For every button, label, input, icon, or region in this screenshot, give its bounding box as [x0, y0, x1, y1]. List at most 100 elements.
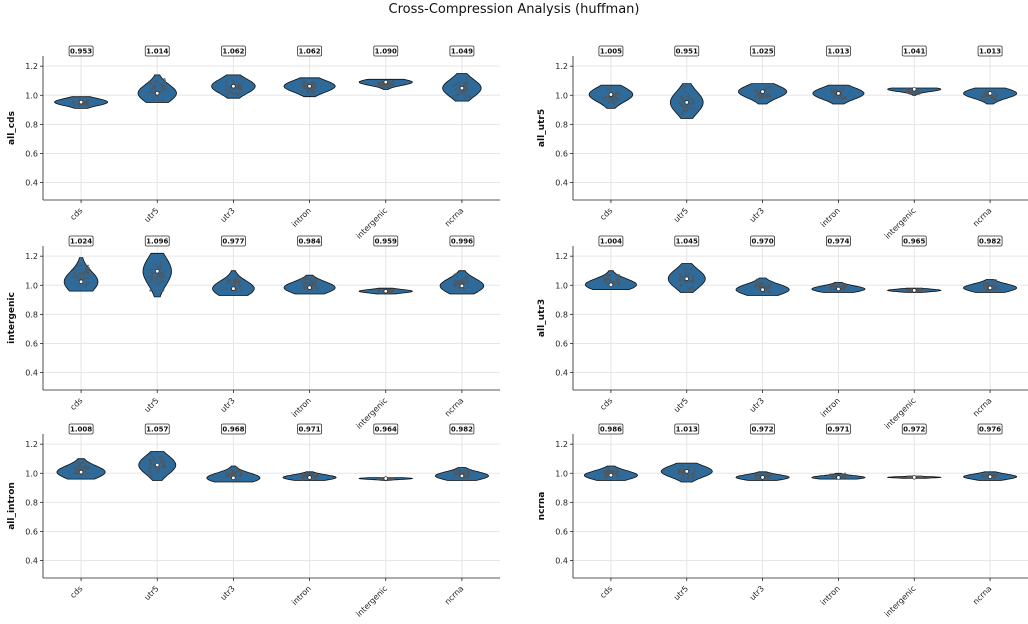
mean-marker — [760, 287, 765, 292]
sample-point — [836, 281, 839, 284]
mean-badge — [598, 45, 624, 57]
mean-badge — [826, 235, 851, 247]
sample-point — [236, 274, 239, 278]
sample-point — [301, 277, 304, 280]
mean-marker — [684, 276, 689, 281]
sample-point — [162, 270, 166, 273]
x-tick-label: ncrna — [971, 206, 993, 228]
mean-badge-label: 0.982 — [979, 238, 1001, 246]
sample-point — [306, 277, 309, 281]
sample-point — [991, 94, 994, 98]
sample-point — [995, 284, 998, 288]
sample-point — [453, 282, 456, 285]
mean-badge — [221, 235, 246, 247]
subplot-intergenic: 0.4 0.6 0.8 1.0 1.2 intergenic 1.024 cds 1.096 ut… — [7, 235, 500, 431]
y-tick-label: 1.2 — [555, 62, 568, 71]
mean-badge — [144, 423, 170, 435]
mean-marker — [459, 473, 465, 478]
points-ncrna — [981, 90, 999, 103]
sample-point — [464, 276, 468, 279]
sample-point — [761, 93, 764, 96]
sample-point — [691, 280, 694, 283]
sample-point — [991, 288, 995, 291]
mean-badge — [901, 423, 927, 435]
sample-point — [234, 276, 237, 280]
sample-point — [84, 267, 87, 271]
sample-point — [831, 90, 835, 93]
mean-marker — [155, 91, 160, 96]
sample-point — [159, 280, 162, 283]
sample-point — [378, 289, 381, 292]
sample-point — [833, 93, 836, 96]
mean-badge-label: 1.013 — [827, 48, 849, 56]
sample-point — [72, 275, 75, 279]
sample-point — [376, 478, 380, 481]
sample-point — [77, 278, 81, 282]
sample-point — [148, 458, 151, 462]
sample-point — [680, 99, 684, 102]
sample-point — [754, 95, 757, 98]
sample-point — [236, 80, 239, 84]
sample-point — [304, 81, 307, 85]
sample-point — [833, 96, 836, 99]
sample-point — [840, 97, 844, 101]
sample-point — [239, 77, 242, 80]
sample-point — [769, 290, 772, 294]
sample-point — [612, 281, 616, 284]
sample-point — [457, 475, 461, 478]
y-tick-label: 1.0 — [555, 469, 568, 478]
x-tick-label: cds — [68, 396, 84, 412]
sample-point — [767, 94, 770, 97]
sample-point — [456, 94, 459, 97]
sample-point — [156, 470, 159, 474]
sample-point — [605, 472, 609, 475]
mean-badge-label: 1.013 — [979, 48, 1001, 56]
sample-point — [305, 475, 308, 478]
sample-point — [236, 93, 240, 97]
sample-point — [301, 280, 304, 283]
mean-marker — [608, 282, 614, 287]
subplot-all_intron: 0.4 0.6 0.8 1.0 1.2 all_intron 1.008 cds 1.057 ut… — [7, 423, 500, 619]
mean-badge-label: 1.008 — [70, 426, 92, 434]
x-tick-label: cds — [68, 584, 84, 600]
sample-point — [235, 479, 239, 482]
sample-point — [151, 91, 154, 94]
sample-point — [73, 268, 77, 271]
sample-point — [769, 474, 772, 477]
sample-point — [829, 473, 832, 476]
points-intron — [300, 80, 317, 97]
y-tick-label: 0.4 — [555, 369, 568, 378]
sample-point — [389, 478, 392, 481]
sample-point — [154, 263, 157, 266]
sample-point — [691, 274, 694, 278]
sample-point — [236, 287, 239, 290]
sample-point — [163, 79, 167, 83]
sample-point — [692, 472, 696, 475]
sample-point — [86, 271, 90, 275]
sample-point — [87, 467, 90, 471]
mean-marker — [231, 84, 236, 89]
sample-point — [687, 465, 690, 468]
sample-point — [301, 478, 304, 482]
sample-point — [306, 90, 309, 94]
sample-point — [839, 88, 842, 92]
mean-marker — [608, 92, 614, 97]
x-tick-label: utr5 — [143, 584, 161, 602]
y-tick-label: 0.8 — [555, 498, 568, 507]
x-tick-label: utr3 — [219, 584, 237, 602]
sample-point — [468, 471, 471, 474]
sample-point — [758, 92, 761, 95]
sample-point — [691, 476, 695, 480]
sample-point — [844, 475, 848, 478]
sample-point — [464, 96, 467, 100]
sample-point — [154, 459, 157, 462]
sample-point — [162, 289, 165, 292]
sample-point — [72, 465, 76, 469]
sample-point — [610, 469, 613, 473]
sample-point — [240, 474, 243, 477]
sample-point — [679, 278, 682, 282]
sample-point — [310, 90, 313, 93]
sample-point — [905, 290, 909, 293]
sample-point — [72, 271, 76, 274]
sample-point — [466, 280, 469, 283]
